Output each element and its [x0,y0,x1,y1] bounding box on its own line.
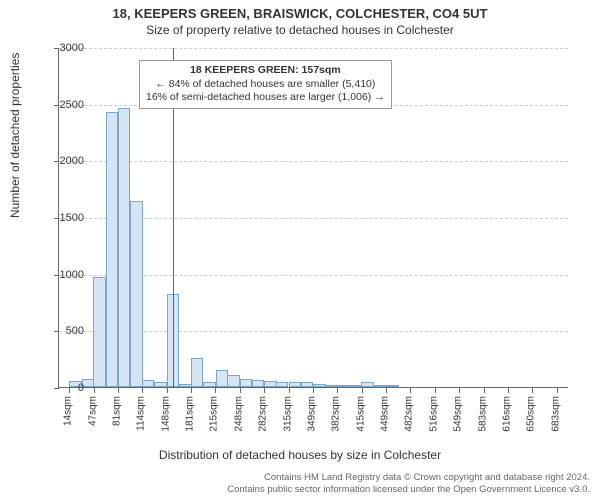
x-tick-label: 449sqm [380,396,391,432]
x-tick [484,388,485,393]
x-tick-label: 516sqm [428,396,439,432]
y-tick-label: 3000 [44,42,84,54]
y-tick-label: 1000 [44,269,84,281]
x-tick [508,388,509,393]
x-tick [264,388,265,393]
histogram-bar [361,382,373,387]
x-tick [532,388,533,393]
histogram-bar [313,384,325,387]
x-tick-label: 683sqm [550,396,561,432]
x-tick-label: 81sqm [111,396,122,426]
y-tick-label: 1500 [44,212,84,224]
histogram-bar [301,382,313,387]
y-tick-label: 0 [44,382,84,394]
x-axis-title: Distribution of detached houses by size … [0,448,600,462]
x-tick [435,388,436,393]
callout-line: ← 84% of detached houses are smaller (5,… [146,78,385,92]
histogram-bar [374,385,386,387]
histogram-bar [276,382,288,387]
histogram-bar [118,108,130,387]
footer-attribution: Contains HM Land Registry data © Crown c… [227,472,590,496]
x-tick [289,388,290,393]
histogram-bar [289,382,301,387]
x-tick [215,388,216,393]
x-tick-label: 349sqm [306,396,317,432]
histogram-bar [142,380,154,387]
histogram-bar [216,370,228,387]
histogram-bar [252,380,264,387]
x-tick [142,388,143,393]
histogram-bar [191,358,203,387]
x-tick-label: 415sqm [355,396,366,432]
x-tick-label: 47sqm [87,396,98,426]
y-tick-label: 2500 [44,99,84,111]
x-tick [167,388,168,393]
histogram-bar [93,277,105,387]
y-axis-title: Number of detached properties [8,53,22,218]
histogram-bar [179,384,191,387]
x-tick [459,388,460,393]
histogram-bar [106,112,118,387]
x-tick [386,388,387,393]
histogram-bar [264,381,276,387]
callout-title: 18 KEEPERS GREEN: 157sqm [146,64,385,78]
x-tick-label: 549sqm [453,396,464,432]
y-tick-label: 500 [44,325,84,337]
x-tick-label: 315sqm [282,396,293,432]
histogram-chart: 18 KEEPERS GREEN: 157sqm← 84% of detache… [58,48,568,418]
x-tick [191,388,192,393]
page-title: 18, KEEPERS GREEN, BRAISWICK, COLCHESTER… [0,6,600,21]
x-tick [362,388,363,393]
gridline [59,48,568,49]
x-tick [313,388,314,393]
x-tick [118,388,119,393]
callout-line: 16% of semi-detached houses are larger (… [146,91,385,105]
y-tick-label: 2000 [44,155,84,167]
callout-box: 18 KEEPERS GREEN: 157sqm← 84% of detache… [139,60,392,109]
histogram-bar [325,385,337,387]
x-tick-label: 181sqm [185,396,196,432]
x-tick [410,388,411,393]
x-tick [94,388,95,393]
x-tick-label: 650sqm [526,396,537,432]
plot-area: 18 KEEPERS GREEN: 157sqm← 84% of detache… [58,48,568,388]
x-tick [240,388,241,393]
histogram-bar [350,385,362,387]
x-tick [557,388,558,393]
histogram-bar [337,385,349,387]
x-tick-label: 583sqm [477,396,488,432]
x-tick-label: 282sqm [258,396,269,432]
footer-line: Contains public sector information licen… [227,484,590,496]
x-tick-label: 248sqm [233,396,244,432]
x-tick-label: 148sqm [160,396,171,432]
x-tick-label: 114sqm [136,396,147,431]
x-tick-label: 14sqm [63,396,74,426]
histogram-bar [203,382,215,387]
histogram-bar [386,385,398,387]
x-tick [337,388,338,393]
page-subtitle: Size of property relative to detached ho… [0,23,600,37]
histogram-bar [240,379,252,388]
x-tick-label: 215sqm [209,396,220,432]
gridline [59,161,568,162]
histogram-bar [154,382,166,387]
histogram-bar [227,375,239,387]
x-tick-label: 616sqm [501,396,512,432]
x-tick-label: 382sqm [331,396,342,432]
footer-line: Contains HM Land Registry data © Crown c… [227,472,590,484]
x-tick-label: 482sqm [404,396,415,432]
histogram-bar [130,201,142,387]
